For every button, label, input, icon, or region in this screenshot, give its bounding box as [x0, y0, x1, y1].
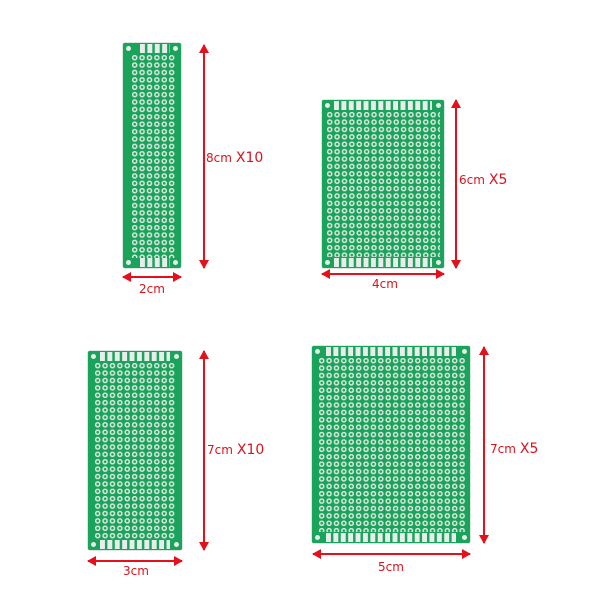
pcb-board-4x6: [322, 100, 444, 268]
edge-pads: [326, 533, 456, 542]
pcb-board-5x7: [312, 346, 470, 543]
edge-pads: [100, 540, 170, 549]
quantity: X10: [236, 442, 265, 458]
hole-grid: [326, 111, 440, 257]
hole-grid: [94, 362, 176, 539]
width-arrow: [122, 272, 182, 282]
pcb-board-2x8: [123, 43, 181, 268]
edge-pads: [334, 101, 432, 110]
mount-hole: [436, 260, 441, 265]
edge-pads: [334, 258, 432, 267]
mount-hole: [462, 535, 467, 540]
mount-hole: [173, 46, 178, 51]
width-arrow: [312, 549, 471, 559]
quantity: X5: [488, 172, 508, 188]
height-value: 7cm: [490, 442, 516, 456]
height-value: 7cm: [207, 443, 233, 457]
width-label: 3cm: [123, 564, 149, 578]
mount-hole: [126, 260, 131, 265]
width-label: 4cm: [372, 277, 398, 291]
height-arrow: [199, 350, 209, 551]
mount-hole: [91, 354, 96, 359]
mount-hole: [315, 349, 320, 354]
width-arrow: [321, 269, 445, 279]
height-arrow: [199, 44, 209, 269]
mount-hole: [91, 542, 96, 547]
edge-pads: [100, 352, 170, 361]
mount-hole: [436, 103, 441, 108]
mount-hole: [174, 354, 179, 359]
height-value: 6cm: [459, 173, 485, 187]
height-label: 8cm X10: [206, 150, 263, 166]
width-label: 2cm: [139, 282, 165, 296]
height-label: 6cm X5: [459, 172, 507, 188]
mount-hole: [126, 46, 131, 51]
mount-hole: [325, 260, 330, 265]
hole-grid: [131, 54, 176, 258]
edge-pads: [140, 44, 170, 53]
mount-hole: [325, 103, 330, 108]
height-label: 7cm X10: [207, 442, 264, 458]
quantity: X10: [235, 150, 264, 166]
quantity: X5: [519, 441, 539, 457]
mount-hole: [315, 535, 320, 540]
width-arrow: [87, 556, 183, 566]
width-label: 5cm: [378, 560, 404, 574]
hole-grid: [318, 357, 466, 532]
mount-hole: [462, 349, 467, 354]
pcb-board-3x7: [88, 351, 182, 550]
height-value: 8cm: [206, 151, 232, 165]
edge-pads: [140, 258, 170, 267]
mount-hole: [174, 542, 179, 547]
mount-hole: [173, 260, 178, 265]
edge-pads: [326, 347, 456, 356]
height-arrow: [479, 346, 489, 544]
height-label: 7cm X5: [490, 441, 538, 457]
height-arrow: [451, 99, 461, 269]
